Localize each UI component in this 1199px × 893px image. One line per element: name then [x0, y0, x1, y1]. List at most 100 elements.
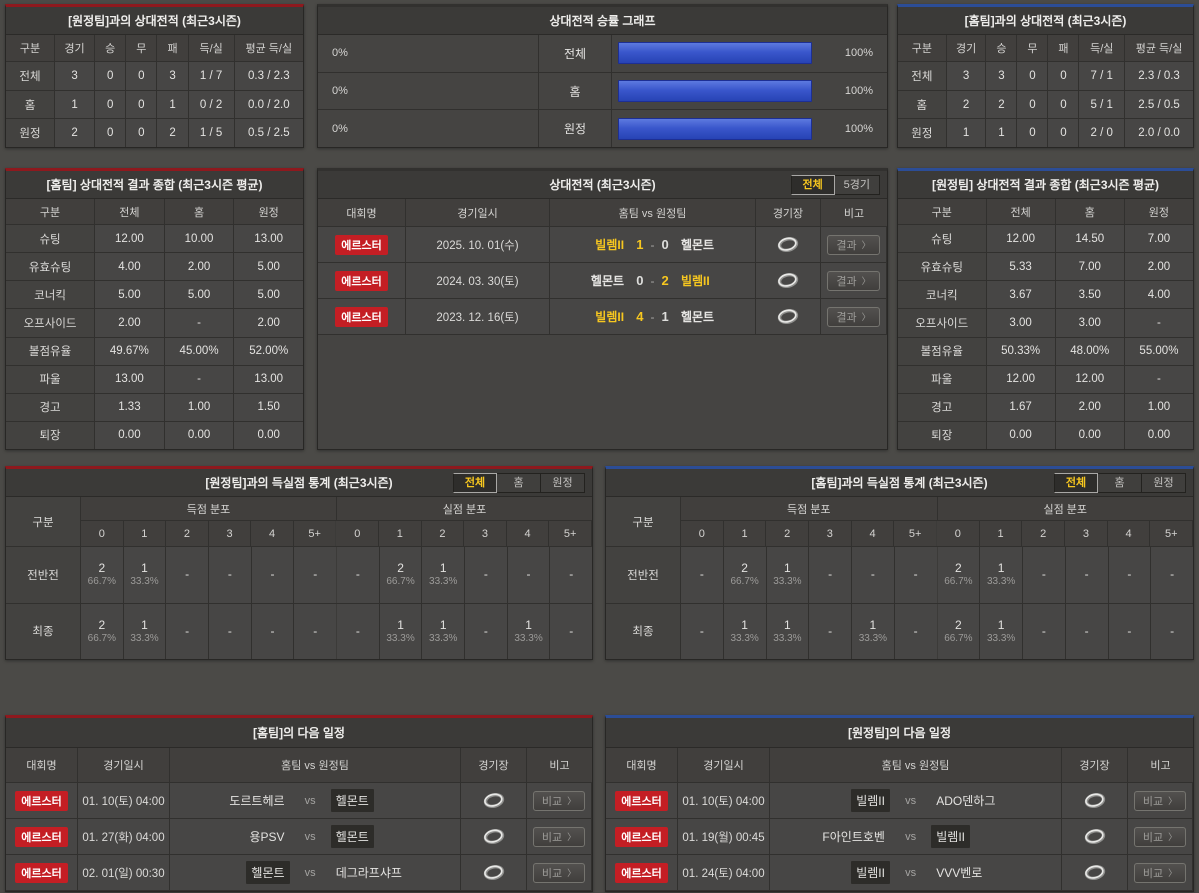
row-label: 원정 [6, 119, 55, 148]
col-header: 승 [986, 35, 1018, 61]
table-row: 오프사이드 2.00-2.00 [6, 309, 304, 338]
stat-cell: 0 [1048, 62, 1080, 90]
stat-cell: - [1023, 603, 1066, 659]
stat-cell: - [164, 365, 235, 393]
panel-title-bar: 상대전적 승률 그래프 [318, 7, 887, 35]
goal-count-header-row: 0 1 2 3 4 5+ 0 1 2 3 4 5+ [681, 521, 1194, 546]
schedule-row: 에르스터 01. 10(토) 04:00 빌렘II vs ADO덴하그 비교 〉 [606, 783, 1193, 819]
graph-bar-area: 100% [612, 73, 887, 110]
compare-button[interactable]: 비교 〉 [1133, 790, 1187, 811]
panel-title: [홈팀]과의 득실점 통계 (최근3시즌) [811, 476, 988, 490]
graph-row: 0% 홈 100% [318, 72, 887, 111]
left-percent: 0% [318, 110, 539, 148]
col-header: 무 [1017, 35, 1049, 61]
note-cell: 비교 〉 [527, 819, 592, 854]
stat-cell: 3.67 [986, 281, 1056, 309]
stat-cell: 1 33.3% [422, 603, 466, 659]
result-button[interactable]: 결과 〉 [827, 306, 880, 327]
stadium-icon[interactable] [483, 829, 505, 844]
table-row: 오프사이드 3.00 3.00- [898, 309, 1194, 338]
col-header: 구분 [6, 199, 96, 224]
stadium-icon[interactable] [1084, 865, 1106, 880]
stat-cell: 45.00% [164, 337, 235, 365]
stadium-icon[interactable] [483, 793, 505, 808]
away-team: 헬몬트 [680, 238, 715, 252]
row-label: 슈팅 [6, 225, 96, 253]
compare-button[interactable]: 비교 〉 [532, 862, 586, 883]
away-team: 헬몬트 [680, 310, 715, 324]
tab-all[interactable]: 전체 [453, 473, 497, 493]
panel-title: [홈팀] 상대전적 결과 종합 (최근3시즌 평균) [46, 178, 263, 192]
tab-last5[interactable]: 5경기 [834, 175, 880, 195]
col-header: 2 [166, 521, 209, 546]
stat-cell: 0.0 / 2.0 [234, 90, 303, 119]
league-cell: 에르스터 [6, 783, 78, 818]
stat-cell: - [251, 603, 295, 659]
row-label: 볼점유율 [898, 337, 987, 365]
stat-cell: 0 [126, 119, 158, 148]
score-separator: - [650, 237, 655, 252]
stat-cell: - [1151, 603, 1193, 659]
chevron-right-icon: 〉 [861, 312, 871, 322]
panel-title-bar: [원정팀]의 다음 일정 [606, 718, 1193, 748]
stadium-icon[interactable] [1084, 793, 1106, 808]
stadium-icon[interactable] [777, 273, 799, 288]
match-cell: 헬몬트 0-2 빌렘II [550, 263, 756, 298]
stat-cell: - [337, 547, 380, 603]
stat-cell: - [1124, 309, 1194, 337]
tab-home[interactable]: 홈 [497, 473, 541, 493]
tab-away[interactable]: 원정 [1142, 473, 1186, 493]
stat-cell: 1 33.3% [422, 547, 466, 603]
panel-title-bar: [원정팀]과의 득실점 통계 (최근3시즌) 전체 홈 원정 [6, 469, 592, 497]
result-button[interactable]: 결과 〉 [827, 270, 880, 291]
compare-button[interactable]: 비교 〉 [532, 826, 586, 847]
table-row: 코너킥 5.00 5.00 5.00 [6, 281, 304, 310]
compare-button[interactable]: 비교 〉 [532, 790, 586, 811]
stat-cell: - [465, 603, 508, 659]
compare-button[interactable]: 비교 〉 [1133, 826, 1187, 847]
col-header: 경기일시 [406, 199, 550, 226]
vs-label: vs [905, 830, 917, 843]
col-header: 전체 [95, 199, 165, 224]
h2h-home-table: 구분 경기 승 무 패 득/실 평균 득/실 전체 3 3 0 0 7 / 1 … [898, 35, 1193, 148]
stat-cell: 12.00 [986, 225, 1056, 253]
stadium-icon[interactable] [1084, 829, 1106, 844]
home-score: 4 [636, 309, 644, 324]
stat-cell: 0 [95, 62, 127, 90]
tab-all[interactable]: 전체 [1054, 473, 1098, 493]
stadium-icon[interactable] [777, 237, 799, 252]
row-label: 홈 [6, 90, 55, 119]
stat-cell: 2.00 [1055, 393, 1125, 421]
chevron-right-icon: 〉 [567, 832, 577, 842]
away-team: 헬몬트 [330, 825, 374, 848]
match-date: 01. 19(월) 00:45 [678, 819, 770, 854]
stat-cell: 2 66.7% [723, 547, 767, 603]
stat-cell: 0.00 [1124, 421, 1194, 449]
graph-bar-area: 100% [612, 110, 887, 147]
table-row: 전체 3 3 0 0 7 / 1 2.3 / 0.3 [898, 62, 1193, 91]
compare-button[interactable]: 비교 〉 [1133, 862, 1187, 883]
league-badge: 에르스터 [335, 270, 388, 291]
col-header: 5+ [549, 521, 592, 546]
col-header: 1 [723, 521, 767, 546]
col-header: 2 [421, 521, 465, 546]
panel-title-bar: 상대전적 (최근3시즌) 전체 5경기 [318, 171, 887, 199]
stat-cell: - [1065, 603, 1109, 659]
stat-cell: 2.3 / 0.3 [1125, 62, 1193, 90]
result-button[interactable]: 결과 〉 [827, 234, 880, 255]
stat-cell: - [550, 603, 593, 659]
stat-cell: - [209, 603, 252, 659]
stat-cell: 0.3 / 2.3 [234, 62, 303, 90]
tab-home[interactable]: 홈 [1098, 473, 1142, 493]
league-badge: 에르스터 [335, 234, 388, 255]
stadium-icon[interactable] [483, 865, 505, 880]
home-team: 헬몬트 [246, 861, 290, 884]
stadium-icon[interactable] [777, 309, 799, 324]
tab-all[interactable]: 전체 [790, 175, 835, 195]
venue-cell [1062, 855, 1128, 890]
goal-count-header-row: 0 1 2 3 4 5+ 0 1 2 3 4 5+ [81, 521, 592, 546]
goalstats-filter-tabs: 전체 홈 원정 [1054, 473, 1186, 493]
goalstats-filter-tabs: 전체 홈 원정 [453, 473, 585, 493]
match-cell: F아인트호벤 vs 빌렘II [770, 819, 1062, 854]
tab-away[interactable]: 원정 [541, 473, 585, 493]
